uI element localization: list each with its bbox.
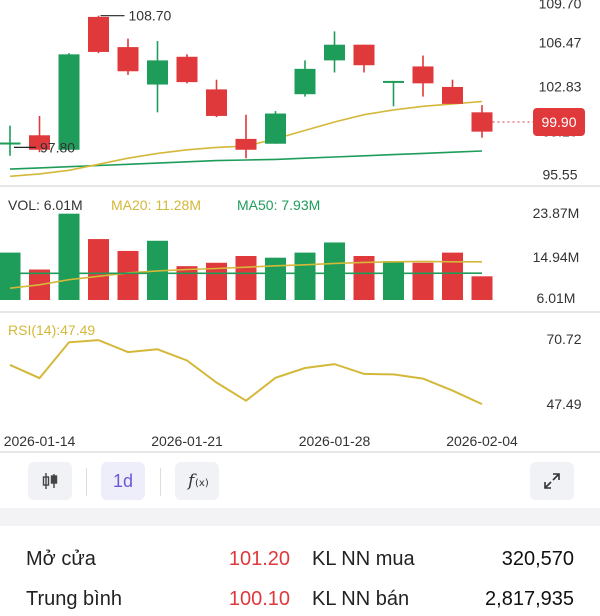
candle-body xyxy=(236,139,257,150)
stats-row: Mở cửa 101.20 KL NN mua 320,570 xyxy=(0,540,600,576)
price-axis-tick: 106.47 xyxy=(539,35,582,51)
last-price-label: 99.90 xyxy=(541,114,576,130)
toolbar-separator xyxy=(160,468,161,496)
candle-body xyxy=(354,45,375,66)
candle-body xyxy=(413,66,434,83)
x-axis-tick: 2026-01-14 xyxy=(4,433,76,449)
price-axis-tick: 102.83 xyxy=(539,79,582,95)
x-axis-tick: 2026-01-21 xyxy=(151,433,223,449)
candle-body xyxy=(88,17,109,52)
volume-bar xyxy=(177,266,198,300)
volume-label: VOL: 6.01M xyxy=(8,197,83,213)
chart-toolbar: 1d f (x) xyxy=(0,460,600,504)
rsi-label: RSI(14):47.49 xyxy=(8,322,95,338)
volume-axis-tick: 6.01M xyxy=(537,290,576,306)
section-gap xyxy=(0,508,600,526)
candle-body xyxy=(472,112,493,131)
interval-button[interactable]: 1d xyxy=(101,462,145,500)
candle-body xyxy=(265,114,286,144)
volume-bar xyxy=(295,253,316,300)
candlestick-toggle-button[interactable] xyxy=(28,462,72,500)
x-axis-tick: 2026-02-04 xyxy=(446,433,518,449)
candle-body xyxy=(295,69,316,94)
indicator-function-button[interactable]: f (x) xyxy=(175,462,219,500)
price-chart[interactable]: 109.70106.47102.8399.1095.5599.90108.709… xyxy=(0,0,600,460)
volume-bar xyxy=(0,253,21,300)
foreign-buy-label: KL NN mua xyxy=(312,548,415,571)
low-label: 97.80 xyxy=(40,139,75,155)
interval-label: 1d xyxy=(113,471,133,492)
candlestick-icon xyxy=(40,471,60,491)
volume-axis-tick: 14.94M xyxy=(533,249,580,265)
stock-stats: Mở cửa 101.20 KL NN mua 320,570 Trung bì… xyxy=(0,526,600,600)
toolbar-separator xyxy=(86,468,87,496)
svg-text:(x): (x) xyxy=(195,478,209,489)
volume-bar xyxy=(88,239,109,300)
foreign-buy-value: 320,570 xyxy=(502,548,574,571)
volume-bar xyxy=(442,253,463,300)
candle-body xyxy=(147,60,168,84)
volume-bar xyxy=(236,256,257,300)
candle-body xyxy=(0,143,21,145)
open-value: 101.20 xyxy=(229,548,290,571)
rsi-axis-tick: 47.49 xyxy=(546,396,581,412)
candle-body xyxy=(206,89,227,116)
price-axis-tick: 95.55 xyxy=(542,167,577,183)
volume-ma20-label: MA20: 11.28M xyxy=(111,197,201,213)
volume-bar xyxy=(265,258,286,300)
expand-icon xyxy=(542,471,562,491)
candle-body xyxy=(177,57,198,82)
function-icon: f (x) xyxy=(185,469,209,493)
high-label: 108.70 xyxy=(129,8,172,24)
candle-body xyxy=(442,87,463,104)
volume-bar xyxy=(472,276,493,300)
price-axis-tick: 109.70 xyxy=(539,0,582,12)
candle-body xyxy=(59,54,80,149)
candle-body xyxy=(118,47,139,71)
volume-bar xyxy=(59,214,80,300)
rsi-axis-tick: 70.72 xyxy=(546,331,581,347)
candle-body xyxy=(324,45,345,61)
open-label: Mở cửa xyxy=(26,548,96,571)
volume-bar xyxy=(324,242,345,300)
volume-ma50-label: MA50: 7.93M xyxy=(237,197,320,213)
candle-body xyxy=(383,81,404,83)
rsi-line xyxy=(10,340,482,404)
volume-bar xyxy=(413,263,434,300)
x-axis-tick: 2026-01-28 xyxy=(299,433,371,449)
volume-bar xyxy=(383,261,404,300)
stats-row: Trung bình 100.10 KL NN bán 2,817,935 xyxy=(0,580,600,616)
fullscreen-button[interactable] xyxy=(530,462,574,500)
volume-bar xyxy=(118,251,139,300)
volume-axis-tick: 23.87M xyxy=(533,205,580,221)
